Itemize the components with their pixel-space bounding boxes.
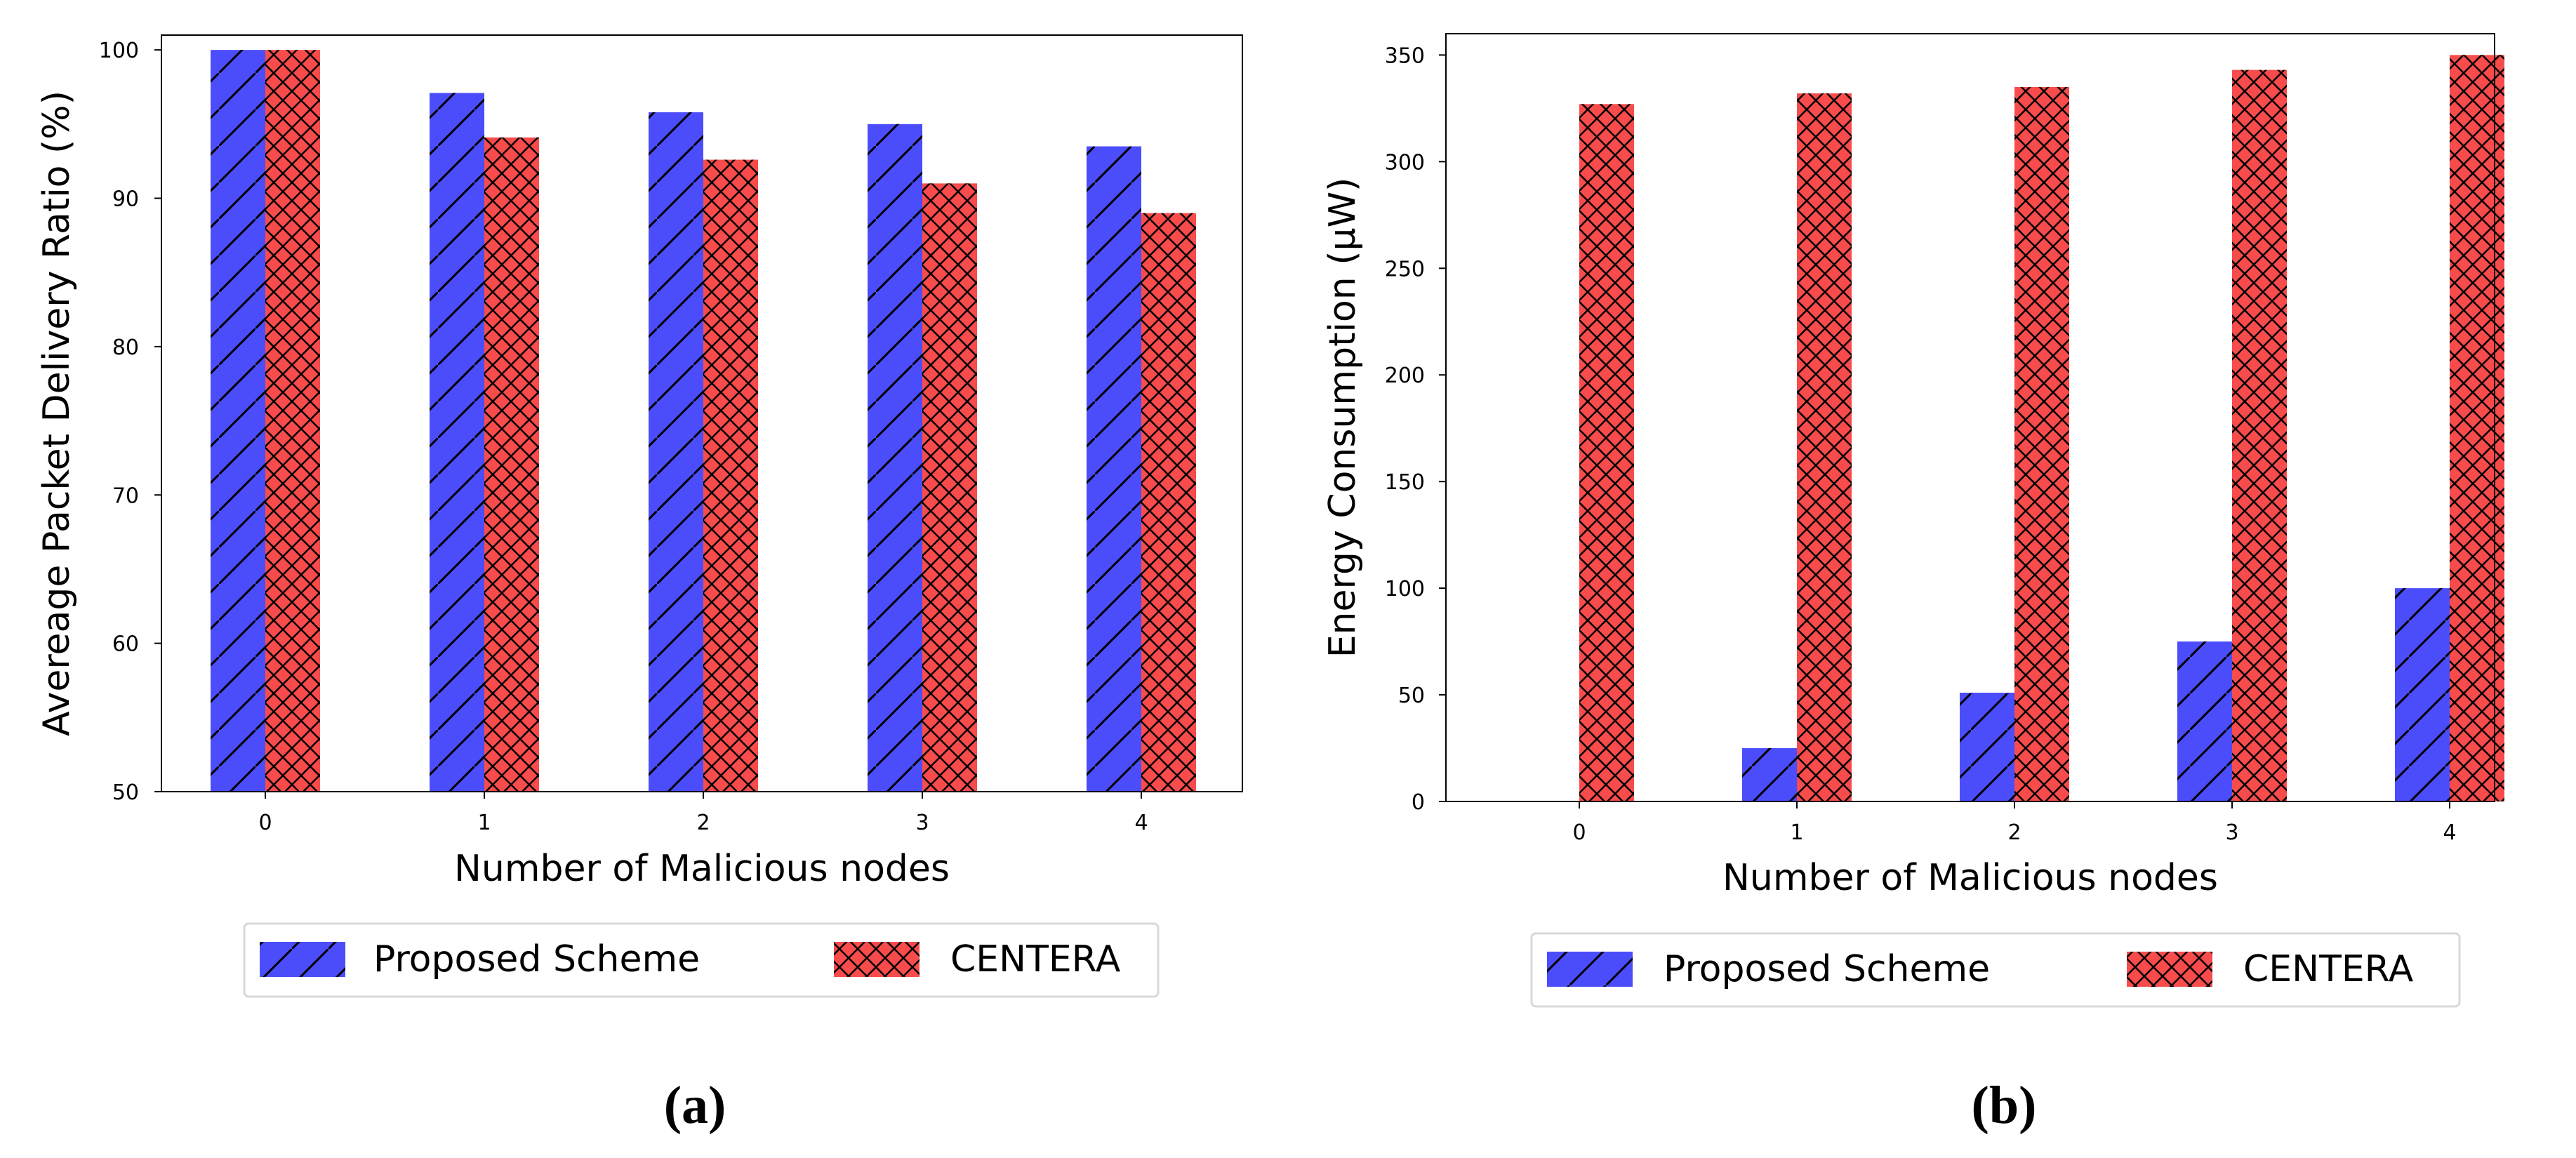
panel-b-bars <box>1579 55 2504 802</box>
panel-b-y-tick-label: 50 <box>1398 684 1425 708</box>
panel-a-x-ticks: 0 1 2 3 4 <box>258 792 1148 835</box>
panel-a-legend: Proposed Scheme CENTERA <box>243 922 1160 998</box>
panel-a-y-tick-label: 90 <box>112 187 139 212</box>
panel-a-y-ticks: 50 60 70 80 90 100 <box>99 39 161 805</box>
panel-b-x-tick-label: 3 <box>2225 820 2238 845</box>
panel-a-legend-label-centera: CENTERA <box>950 938 1121 980</box>
panel-a-bar-hatch-proposed-0 <box>211 50 265 792</box>
panel-b-bar-hatch-proposed-3 <box>2177 641 2232 801</box>
panel-b-energy-consumption-chart: 0 50 100 150 200 250 300 350 0 1 2 3 4 Number of Ma… <box>1322 33 2504 1135</box>
panel-a-bar-hatch-centera-0 <box>265 50 320 792</box>
panel-b-y-axis-label: Energy Consumption (μW) <box>1322 178 1364 658</box>
panel-b-y-tick-label: 300 <box>1385 150 1425 175</box>
panel-a-caption: (a) <box>664 1076 726 1135</box>
panel-b-y-tick-label: 200 <box>1385 364 1425 388</box>
panel-b-legend-label-proposed: Proposed Scheme <box>1664 948 1990 990</box>
panel-a-bar-hatch-centera-2 <box>703 159 758 792</box>
panel-b-bar-hatch-proposed-4 <box>2395 588 2450 801</box>
panel-a-x-tick-label: 2 <box>696 811 710 835</box>
panel-a-x-axis-label: Number of Malicious nodes <box>454 848 950 890</box>
panel-b-caption: (b) <box>1972 1076 2037 1135</box>
panel-b-bar-hatch-centera-2 <box>2014 86 2069 801</box>
panel-b-x-ticks: 0 1 2 3 4 <box>1572 801 2457 845</box>
panel-b-x-tick-label: 2 <box>2007 820 2021 845</box>
panel-a-bar-hatch-proposed-3 <box>868 124 922 792</box>
panel-b-axes-frame <box>1445 33 2495 802</box>
panel-a-y-tick-label: 100 <box>99 39 139 63</box>
panel-a-bar-hatch-proposed-2 <box>649 112 703 792</box>
panel-b-bar-hatch-centera-1 <box>1797 93 1852 802</box>
panel-b-bar-hatch-proposed-1 <box>1742 748 1797 801</box>
panel-a-x-tick-label: 4 <box>1134 811 1148 835</box>
panel-b-y-tick-label: 150 <box>1385 470 1425 495</box>
panel-b-bar-hatch-centera-0 <box>1579 104 1634 802</box>
panel-a-bars <box>211 50 1196 792</box>
panel-a-y-tick-label: 70 <box>112 484 139 508</box>
panel-b-legend: Proposed Scheme CENTERA <box>1530 932 2461 1008</box>
panel-a-y-tick-label: 80 <box>112 335 139 360</box>
panel-b-x-tick-label: 0 <box>1572 820 1586 845</box>
panel-b-bar-hatch-centera-3 <box>2232 69 2287 801</box>
panel-b-bar-hatch-proposed-2 <box>1960 693 2014 801</box>
panel-a-y-axis-label: Avereage Packet Delivery Ratio (%) <box>36 91 78 736</box>
panel-a-bar-hatch-centera-3 <box>922 183 977 792</box>
panel-a-y-tick-label: 50 <box>112 780 139 805</box>
panel-b-x-tick-label: 4 <box>2443 820 2456 845</box>
panel-b-y-tick-label: 0 <box>1412 790 1425 815</box>
panel-a-bar-hatch-centera-4 <box>1141 213 1196 792</box>
panel-a-x-tick-label: 3 <box>915 811 929 835</box>
panel-b-y-tick-label: 350 <box>1385 44 1425 68</box>
panel-b-legend-frame <box>1530 932 2461 1008</box>
panel-b-x-tick-label: 1 <box>1790 820 1803 845</box>
panel-a-x-tick-label: 1 <box>477 811 491 835</box>
panel-b-bar-hatch-centera-4 <box>2450 55 2504 801</box>
panel-b-x-axis-label: Number of Malicious nodes <box>1722 857 2218 899</box>
panel-a-legend-frame <box>243 922 1160 998</box>
panel-a-x-tick-label: 0 <box>258 811 272 835</box>
panel-a-bar-hatch-proposed-4 <box>1087 146 1141 792</box>
panel-b-legend-label-centera: CENTERA <box>2243 948 2414 990</box>
panel-a-bar-hatch-centera-1 <box>484 137 539 792</box>
panel-b-y-tick-label: 100 <box>1385 577 1425 601</box>
panel-a-legend-label-proposed: Proposed Scheme <box>373 938 700 980</box>
panel-b-y-ticks: 0 50 100 150 200 250 300 350 <box>1385 44 1446 815</box>
panel-a-bar-hatch-proposed-1 <box>430 93 484 792</box>
panel-b-y-tick-label: 250 <box>1385 257 1425 281</box>
panel-a-y-tick-label: 60 <box>112 632 139 657</box>
panel-a-packet-delivery-chart: 50 60 70 80 90 100 0 1 2 3 4 Number of Malicious … <box>36 34 1243 1135</box>
panel-a-axes-frame <box>161 34 1243 792</box>
